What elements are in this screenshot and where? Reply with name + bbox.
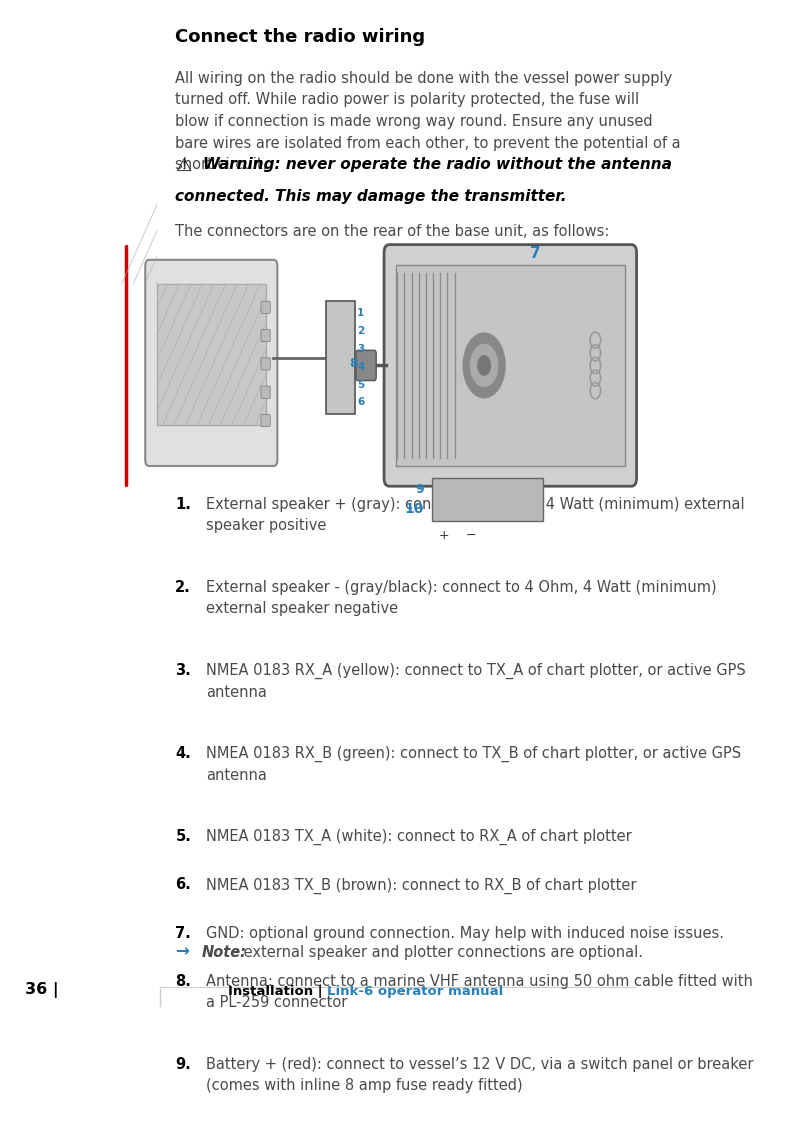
Text: NMEA 0183 TX_B (brown): connect to RX_B of chart plotter: NMEA 0183 TX_B (brown): connect to RX_B … — [206, 877, 637, 893]
Text: NMEA 0183 TX_A (white): connect to RX_A of chart plotter: NMEA 0183 TX_A (white): connect to RX_A … — [206, 828, 632, 846]
Text: →: → — [175, 942, 189, 960]
FancyBboxPatch shape — [261, 330, 270, 341]
Text: Link-6 operator manual: Link-6 operator manual — [327, 984, 503, 998]
Text: GND: optional ground connection. May help with induced noise issues.: GND: optional ground connection. May hel… — [206, 926, 724, 941]
Circle shape — [478, 356, 491, 376]
Text: 7: 7 — [530, 246, 541, 261]
FancyBboxPatch shape — [261, 302, 270, 313]
Circle shape — [463, 333, 505, 398]
Text: Warning: never operate the radio without the antenna: Warning: never operate the radio without… — [203, 157, 672, 172]
FancyBboxPatch shape — [384, 245, 637, 486]
Text: 1.: 1. — [175, 497, 192, 512]
FancyBboxPatch shape — [356, 351, 376, 380]
Text: Battery + (red): connect to vessel’s 12 V DC, via a switch panel or breaker
(com: Battery + (red): connect to vessel’s 12 … — [206, 1057, 754, 1092]
Text: 8.: 8. — [175, 974, 192, 989]
Text: NMEA 0183 RX_B (green): connect to TX_B of chart plotter, or active GPS
antenna: NMEA 0183 RX_B (green): connect to TX_B … — [206, 747, 741, 783]
Text: Installation |: Installation | — [228, 984, 327, 998]
FancyBboxPatch shape — [432, 478, 543, 520]
Circle shape — [470, 345, 498, 387]
Text: −: − — [466, 529, 476, 542]
Text: 3.: 3. — [175, 663, 191, 678]
FancyBboxPatch shape — [157, 284, 265, 424]
FancyBboxPatch shape — [261, 357, 270, 370]
Text: 4.: 4. — [175, 747, 191, 761]
Text: +: + — [438, 529, 449, 542]
Text: external speaker and plotter connections are optional.: external speaker and plotter connections… — [239, 946, 644, 960]
Text: 1: 1 — [357, 308, 364, 319]
FancyBboxPatch shape — [145, 259, 277, 465]
Text: Antenna: connect to a marine VHF antenna using 50 ohm cable fitted with
a PL-259: Antenna: connect to a marine VHF antenna… — [206, 974, 753, 1009]
Text: All wiring on the radio should be done with the vessel power supply
turned off. : All wiring on the radio should be done w… — [175, 71, 681, 172]
Text: 9.: 9. — [175, 1057, 191, 1072]
FancyBboxPatch shape — [326, 302, 355, 414]
Text: NMEA 0183 RX_A (yellow): connect to TX_A of chart plotter, or active GPS
antenna: NMEA 0183 RX_A (yellow): connect to TX_A… — [206, 663, 746, 700]
Text: The connectors are on the rear of the base unit, as follows:: The connectors are on the rear of the ba… — [175, 224, 610, 239]
Text: ⚠: ⚠ — [175, 157, 192, 174]
FancyBboxPatch shape — [261, 414, 270, 427]
Text: 3: 3 — [357, 344, 364, 354]
Text: Note:: Note: — [202, 946, 246, 960]
FancyBboxPatch shape — [261, 386, 270, 398]
Text: 7.: 7. — [175, 926, 191, 941]
Text: External speaker + (gray): connect to 4 Ohm, 4 Watt (minimum) external
speaker p: External speaker + (gray): connect to 4 … — [206, 497, 745, 533]
Text: 6.: 6. — [175, 877, 191, 892]
Text: External speaker - (gray/black): connect to 4 Ohm, 4 Watt (minimum)
external spe: External speaker - (gray/black): connect… — [206, 580, 717, 616]
Text: connected. This may damage the transmitter.: connected. This may damage the transmitt… — [175, 189, 567, 204]
Text: 5.: 5. — [175, 828, 192, 844]
Text: 4: 4 — [357, 362, 364, 372]
Text: 5: 5 — [357, 380, 364, 389]
Text: 9: 9 — [415, 484, 424, 496]
Text: 2.: 2. — [175, 580, 191, 595]
Text: Connect the radio wiring: Connect the radio wiring — [175, 28, 425, 47]
FancyBboxPatch shape — [396, 265, 625, 465]
Text: 10: 10 — [404, 502, 424, 516]
Text: 36 |: 36 | — [25, 982, 59, 998]
Text: 6: 6 — [357, 397, 364, 407]
Text: 2: 2 — [357, 327, 364, 336]
Text: 8: 8 — [349, 357, 358, 370]
